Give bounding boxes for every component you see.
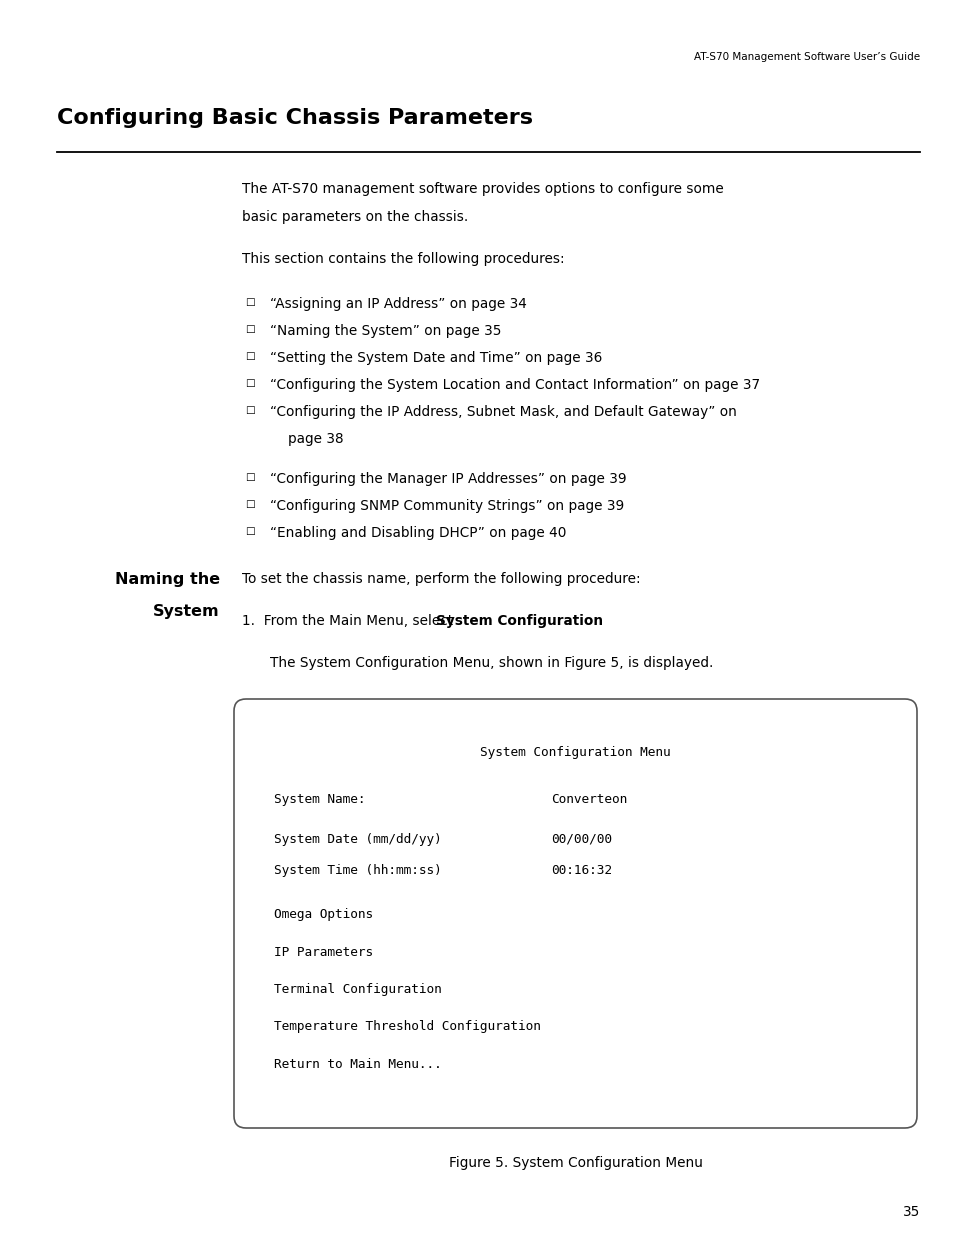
Text: □: □ (245, 378, 254, 388)
Text: System: System (153, 604, 220, 619)
Text: Temperature Threshold Configuration: Temperature Threshold Configuration (274, 1020, 540, 1032)
Text: Return to Main Menu...: Return to Main Menu... (274, 1058, 441, 1071)
Text: “Configuring the Manager IP Addresses” on page 39: “Configuring the Manager IP Addresses” o… (270, 472, 626, 487)
Text: .: . (566, 614, 571, 629)
Text: Converteon: Converteon (551, 793, 626, 806)
Text: “Enabling and Disabling DHCP” on page 40: “Enabling and Disabling DHCP” on page 40 (270, 526, 566, 540)
FancyBboxPatch shape (233, 699, 916, 1128)
Text: □: □ (245, 472, 254, 482)
Text: 00:16:32: 00:16:32 (551, 864, 612, 877)
Text: “Setting the System Date and Time” on page 36: “Setting the System Date and Time” on pa… (270, 351, 601, 366)
Text: □: □ (245, 499, 254, 509)
Text: System Configuration Menu: System Configuration Menu (479, 746, 670, 760)
Text: “Configuring the System Location and Contact Information” on page 37: “Configuring the System Location and Con… (270, 378, 760, 391)
Text: System Date (mm/dd/yy): System Date (mm/dd/yy) (274, 832, 441, 846)
Text: □: □ (245, 296, 254, 308)
Text: □: □ (245, 526, 254, 536)
Text: This section contains the following procedures:: This section contains the following proc… (242, 252, 564, 266)
Text: System Name:: System Name: (274, 793, 365, 806)
Text: To set the chassis name, perform the following procedure:: To set the chassis name, perform the fol… (242, 572, 640, 585)
Text: Configuring Basic Chassis Parameters: Configuring Basic Chassis Parameters (57, 107, 533, 128)
Text: Figure 5. System Configuration Menu: Figure 5. System Configuration Menu (448, 1156, 701, 1170)
Text: IP Parameters: IP Parameters (274, 946, 373, 960)
Text: AT-S70 Management Software User’s Guide: AT-S70 Management Software User’s Guide (693, 52, 919, 62)
Text: 00/00/00: 00/00/00 (551, 832, 612, 846)
Text: □: □ (245, 405, 254, 415)
Text: “Naming the System” on page 35: “Naming the System” on page 35 (270, 324, 501, 338)
Text: □: □ (245, 324, 254, 333)
Text: System Configuration: System Configuration (436, 614, 602, 629)
Text: Omega Options: Omega Options (274, 908, 373, 921)
Text: Naming the: Naming the (114, 572, 220, 587)
Text: The AT-S70 management software provides options to configure some: The AT-S70 management software provides … (242, 182, 723, 196)
Text: “Configuring SNMP Community Strings” on page 39: “Configuring SNMP Community Strings” on … (270, 499, 623, 513)
Text: The System Configuration Menu, shown in Figure 5, is displayed.: The System Configuration Menu, shown in … (270, 656, 713, 671)
Text: Terminal Configuration: Terminal Configuration (274, 983, 441, 995)
Text: basic parameters on the chassis.: basic parameters on the chassis. (242, 210, 468, 224)
Text: 1.  From the Main Menu, select: 1. From the Main Menu, select (242, 614, 457, 629)
Text: 35: 35 (902, 1205, 919, 1219)
Text: “Configuring the IP Address, Subnet Mask, and Default Gateway” on: “Configuring the IP Address, Subnet Mask… (270, 405, 736, 419)
Text: □: □ (245, 351, 254, 361)
Text: page 38: page 38 (288, 432, 343, 446)
Text: “Assigning an IP Address” on page 34: “Assigning an IP Address” on page 34 (270, 296, 526, 311)
Text: System Time (hh:mm:ss): System Time (hh:mm:ss) (274, 864, 441, 877)
